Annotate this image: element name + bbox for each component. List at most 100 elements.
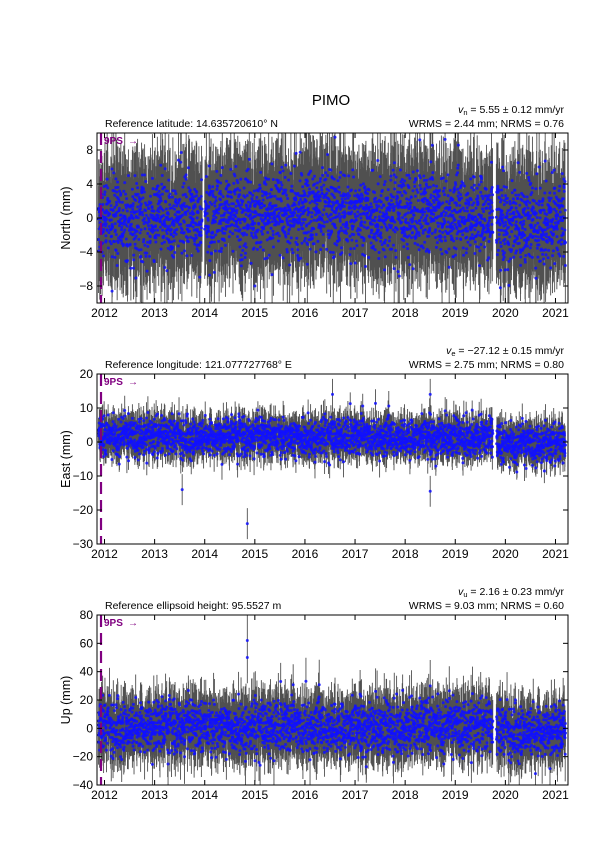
data-point xyxy=(208,200,212,204)
data-point xyxy=(332,177,336,181)
data-point xyxy=(546,226,550,230)
data-point xyxy=(389,447,393,450)
data-point xyxy=(342,436,346,440)
data-point xyxy=(237,415,241,419)
data-point xyxy=(267,214,271,218)
data-point xyxy=(302,221,305,225)
data-point xyxy=(391,168,395,172)
data-point xyxy=(114,214,118,218)
data-point xyxy=(418,183,422,187)
data-point xyxy=(349,247,353,251)
data-point xyxy=(376,225,380,229)
data-point xyxy=(308,187,312,191)
data-point xyxy=(133,456,137,460)
data-point xyxy=(490,185,494,189)
data-point xyxy=(440,239,444,243)
data-point xyxy=(219,443,223,447)
data-point xyxy=(522,222,526,226)
data-point xyxy=(529,224,533,228)
data-point xyxy=(476,194,480,198)
data-point xyxy=(238,193,242,197)
data-point xyxy=(140,173,144,177)
data-point xyxy=(476,196,480,200)
data-point xyxy=(152,450,156,454)
data-point xyxy=(243,432,247,436)
data-point xyxy=(434,228,438,232)
data-point xyxy=(377,257,381,261)
data-point xyxy=(508,235,512,239)
data-point xyxy=(276,231,280,235)
y-tick-label: 8 xyxy=(86,143,93,157)
data-point xyxy=(387,239,391,243)
data-point xyxy=(531,206,535,210)
data-point xyxy=(559,199,563,203)
data-point xyxy=(147,446,151,450)
data-point xyxy=(261,198,265,202)
data-point xyxy=(371,244,375,248)
data-point xyxy=(186,240,190,244)
data-point xyxy=(392,267,396,271)
data-point xyxy=(563,180,567,184)
data-point xyxy=(308,192,312,196)
x-tick-label: 2016 xyxy=(292,306,319,320)
data-point xyxy=(282,444,286,448)
data-point xyxy=(518,250,522,254)
data-point xyxy=(192,198,196,202)
data-point xyxy=(377,204,381,208)
data-point xyxy=(318,211,322,215)
data-point xyxy=(456,171,460,175)
data-point xyxy=(265,196,269,200)
data-point xyxy=(279,199,283,203)
data-point xyxy=(252,189,256,193)
data-point xyxy=(473,240,477,244)
data-point xyxy=(199,222,203,226)
data-point xyxy=(328,435,332,439)
data-point xyxy=(454,183,458,187)
data-point xyxy=(502,255,506,259)
data-point xyxy=(345,223,349,227)
data-point xyxy=(174,452,178,456)
data-point xyxy=(173,445,177,449)
data-point xyxy=(415,188,419,192)
data-point xyxy=(427,201,431,205)
data-point xyxy=(537,238,541,242)
data-point xyxy=(341,229,345,233)
data-point xyxy=(375,420,379,424)
data-point xyxy=(163,218,167,222)
data-point xyxy=(182,454,186,458)
data-point xyxy=(205,211,209,215)
data-point xyxy=(219,429,223,433)
data-point xyxy=(329,415,333,419)
data-point xyxy=(168,224,172,228)
x-tick-label: 2015 xyxy=(241,306,268,320)
data-point xyxy=(451,224,455,228)
data-point xyxy=(200,421,204,425)
data-point xyxy=(120,228,124,232)
data-point xyxy=(228,453,232,457)
data-point xyxy=(232,224,236,228)
data-point xyxy=(379,194,383,198)
data-point xyxy=(220,166,224,170)
data-point xyxy=(337,423,341,427)
data-point xyxy=(117,209,121,213)
data-point xyxy=(301,227,305,231)
data-point xyxy=(256,418,260,422)
data-point xyxy=(530,255,534,259)
data-point xyxy=(233,416,237,420)
data-point xyxy=(439,247,443,251)
data-point xyxy=(472,183,476,187)
data-point xyxy=(145,416,149,420)
data-point xyxy=(182,201,186,205)
data-point xyxy=(487,219,491,223)
data-point xyxy=(338,419,342,423)
data-point xyxy=(343,174,347,178)
data-point xyxy=(336,200,340,204)
data-point xyxy=(386,188,390,192)
data-point xyxy=(203,413,207,417)
data-point xyxy=(208,273,212,277)
data-point xyxy=(361,444,365,448)
data-point xyxy=(356,214,360,218)
data-point xyxy=(346,196,350,200)
data-point xyxy=(241,209,245,213)
data-point xyxy=(397,184,401,188)
